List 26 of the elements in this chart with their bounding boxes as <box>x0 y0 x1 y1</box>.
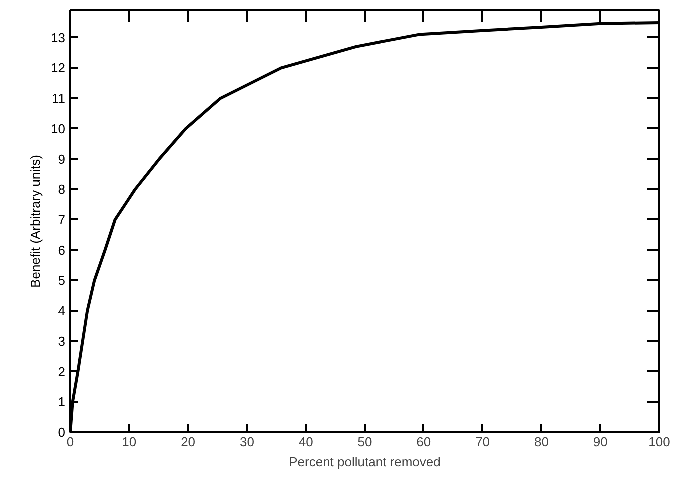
y-tick-label: 8 <box>58 182 66 198</box>
y-tick-label: 12 <box>51 60 66 76</box>
y-tick-label: 7 <box>58 212 66 228</box>
y-tick-label: 4 <box>58 304 66 319</box>
x-tick-label: 20 <box>181 434 196 450</box>
y-tick-label: 13 <box>51 30 66 46</box>
x-tick-label: 70 <box>476 434 490 450</box>
x-tick-label: 40 <box>298 434 314 450</box>
x-tick-label: 50 <box>358 434 372 450</box>
y-tick-label: 6 <box>58 242 66 258</box>
x-tick-label: 100 <box>648 434 670 450</box>
y-tick-label: 1 <box>58 394 66 410</box>
y-tick-label: 3 <box>58 334 66 349</box>
x-tick-label: 90 <box>593 434 608 450</box>
x-tick-label: 80 <box>534 434 549 450</box>
y-tick-label: 2 <box>58 364 66 380</box>
y-tick-label: 5 <box>58 273 66 288</box>
y-tick-label: 9 <box>58 152 66 167</box>
x-tick-label: 30 <box>240 434 254 450</box>
y-tick-label: 10 <box>51 121 66 136</box>
y-tick-label: 0 <box>58 425 66 440</box>
y-axis-title: Benefit (Arbitrary units) <box>28 155 44 288</box>
x-axis-title: Percent pollutant removed <box>289 454 441 470</box>
x-tick-label: 60 <box>416 434 432 450</box>
x-tick-label: 10 <box>122 434 137 450</box>
y-tick-label: 11 <box>52 91 66 106</box>
